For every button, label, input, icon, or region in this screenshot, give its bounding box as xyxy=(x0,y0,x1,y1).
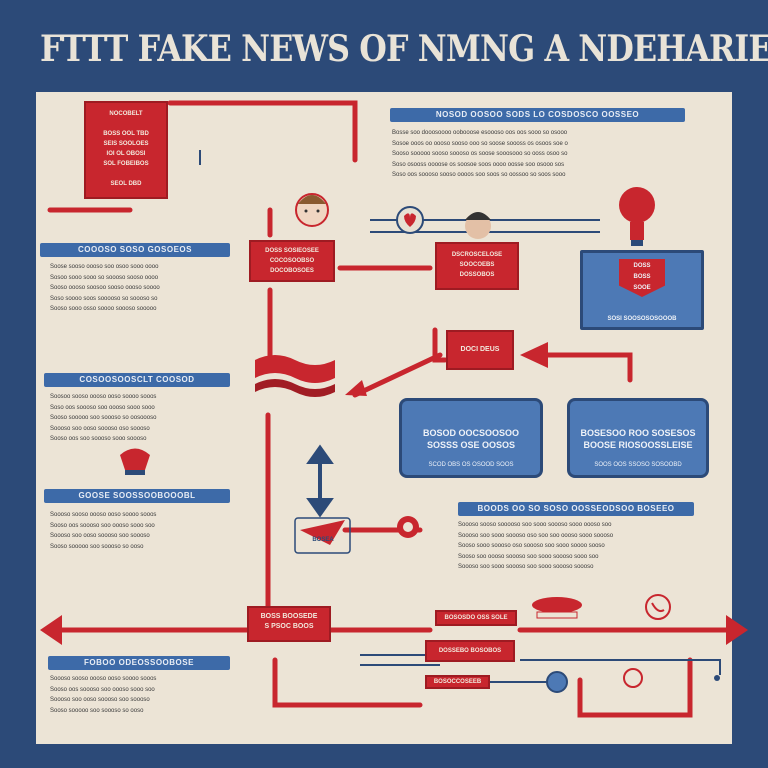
text-block-right-mid: Soooso sooso sooooso soo sooo soooso soo… xyxy=(458,522,614,570)
left-arrow-head xyxy=(40,615,62,645)
connector-line xyxy=(167,100,358,163)
arrow-tag-label: BOSEA xyxy=(312,537,334,543)
right-arrow-head xyxy=(726,615,748,645)
text-block-left-3: Soooso sooso oooso ooso soooo sooos Soos… xyxy=(50,512,157,550)
banner-left-4: FOBOO ODEOSSOOBOSE xyxy=(48,656,230,670)
red-box-middle: DOCI DEUS xyxy=(446,330,514,370)
phone-icon xyxy=(397,516,419,538)
info-card-2-sub: SOOS OOS SSOSO SOSOOBD xyxy=(594,462,682,468)
connector-line xyxy=(537,352,633,383)
double-arrow-icon xyxy=(306,444,334,518)
text-block-left-2: Soosoo sooso oooso ooso soooo sooos Soso… xyxy=(50,394,157,442)
connector-line xyxy=(352,352,443,398)
text-block-left-1: Soose sooso oooso soo osoo sooo oooo Sos… xyxy=(50,264,160,312)
megaphone-icon xyxy=(120,448,150,475)
info-card-1-title: BOSOD OOCSOOSOO SOSSS OSE OOSOS xyxy=(422,428,519,450)
red-box-bottom-left: BOSS BOOSEDE S PSOC BOOS xyxy=(247,606,331,642)
lightbulb-icon xyxy=(619,187,655,246)
red-box-bottom-center-mid: DOSSEBO BOSOBOS xyxy=(425,640,515,662)
paper-plane-icon xyxy=(294,517,351,554)
lips-icon xyxy=(532,597,582,619)
info-card-1-sub: SCOD OBS OS OSOOD SOOS xyxy=(428,462,514,468)
red-box-top-left: NOCOBELT BOSS OOL TBD SEIS SOOLOES IOI O… xyxy=(84,101,168,199)
banner-left-3: GOOSE SOOSSOOBOOOBL xyxy=(44,489,230,503)
pin-icon xyxy=(714,675,720,681)
banner-left-2: COSOOSOOSCLT COOSOD xyxy=(44,373,230,387)
heart-icon xyxy=(396,206,424,234)
banner-right-mid: BOODS OO SO SOSO OOSSEODSOO BOSEEO xyxy=(458,502,694,516)
info-card-1: BOSOD OOCSOOSOO SOSSS OSE OOSOS SCOD OBS… xyxy=(399,398,543,478)
portrait-icon xyxy=(465,212,491,239)
red-box-center: DSCROSCELOSE SOOCOEBS DOSSOBOS xyxy=(435,242,519,290)
pin-icon xyxy=(740,673,750,683)
info-card-2: BOSESOO ROO SOSESOS BOOSE RIOSOOSSLEISE … xyxy=(567,398,709,478)
text-block-left-4: Soooso sooso oooso ooso soooo sooos Soos… xyxy=(50,676,157,714)
connector-line xyxy=(577,657,693,718)
arrow-head xyxy=(520,342,548,368)
red-box-bottom-center-top: BOSOSDO OSS SOLE xyxy=(435,610,517,626)
info-panel-caption: SOSI SOOSOSOSOOOB xyxy=(607,316,677,322)
arrow-head xyxy=(345,380,367,396)
connector-line-thin xyxy=(520,659,721,675)
info-panel: DOSS BOSS SOOE SOSI SOOSOSOSOOOB xyxy=(580,250,704,330)
page-title: FTTT FAKE NEWS OF NMNG A NDEHARIES xyxy=(40,28,768,70)
connector-line xyxy=(272,657,423,708)
portrait-icon xyxy=(295,193,329,227)
banner-top-right: NOSOD OOSOO SODS LO COSDOSCO OOSSEO xyxy=(390,108,685,122)
red-box-center-left: DOSS SOSIEOSEE COCOSOOBSO DOCOBOSOES xyxy=(249,240,335,282)
info-card-2-title: BOSESOO ROO SOSESOS BOOSE RIOSOOSSLEISE xyxy=(580,428,696,450)
wave-icon xyxy=(255,355,335,397)
text-block-top-right: Bosse soo dooosoooo oobooose esoooso oos… xyxy=(392,130,568,178)
banner-left-1: COOOSO SOSO GOSOEOS xyxy=(40,243,230,257)
red-box-bottom-center-low: BOSOCCOSEEB xyxy=(425,675,490,689)
phone-icon xyxy=(645,594,671,620)
magnifier-icon xyxy=(546,668,643,693)
info-panel-badge: DOSS BOSS SOOE xyxy=(619,259,665,297)
